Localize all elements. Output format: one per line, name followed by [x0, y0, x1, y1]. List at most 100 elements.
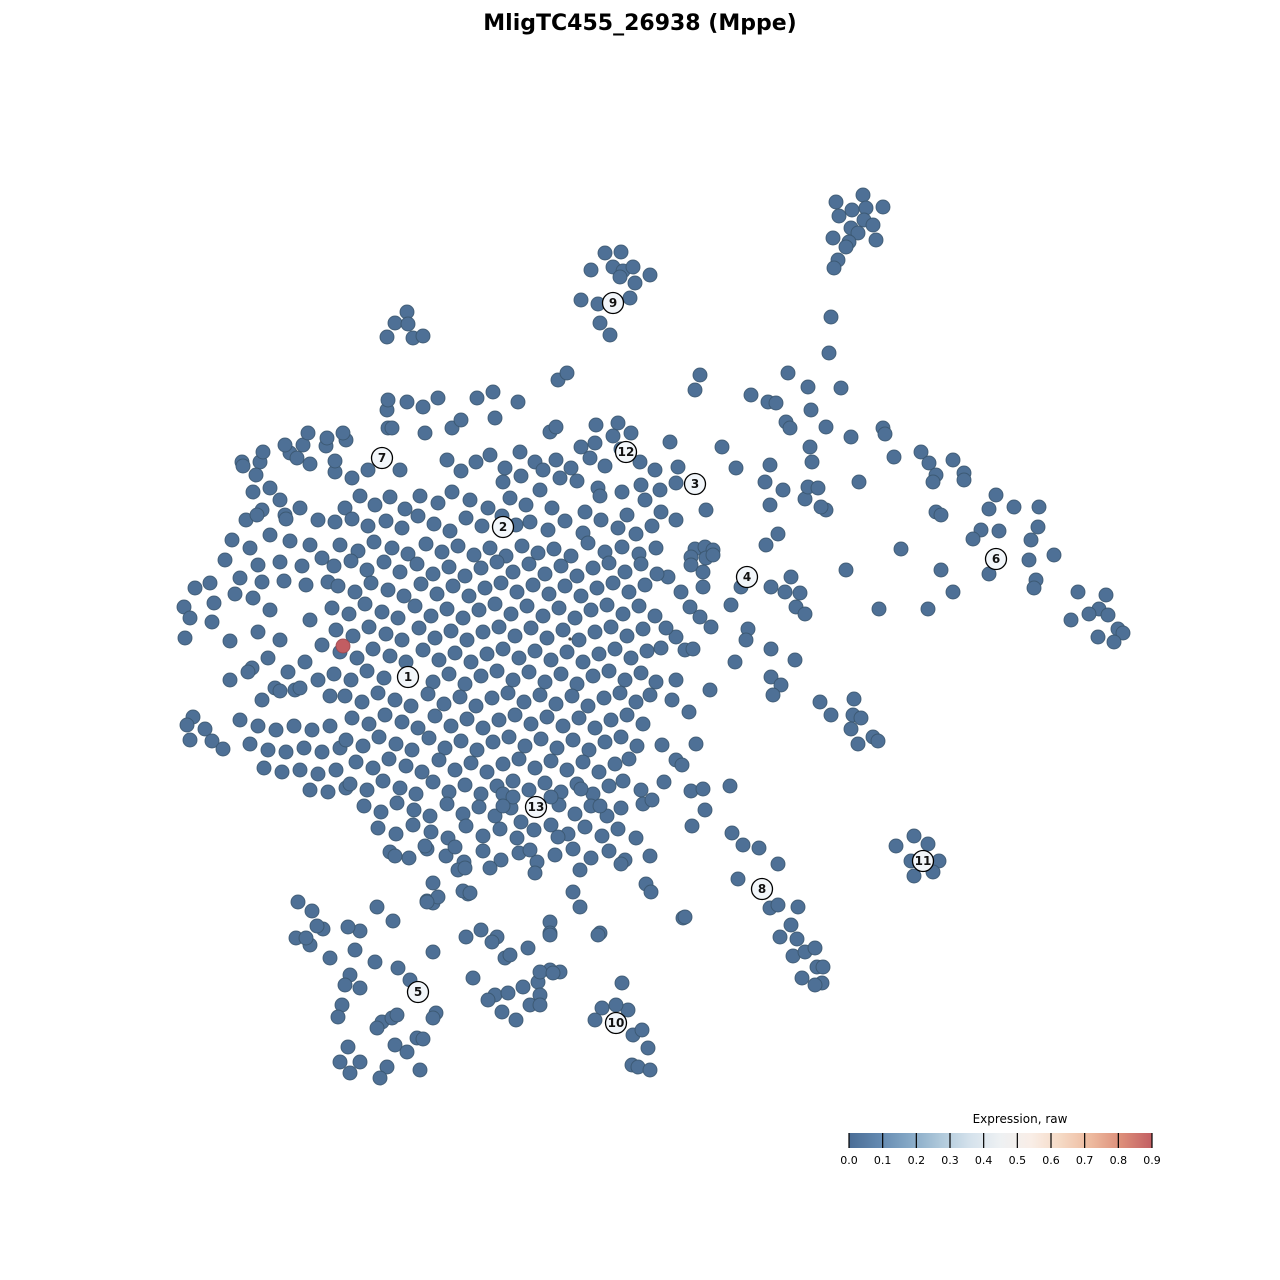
scatter-point: [452, 689, 468, 705]
scatter-point: [1023, 532, 1039, 548]
scatter-point: [639, 643, 655, 659]
scatter-point: [633, 477, 649, 493]
scatter-point: [1115, 625, 1131, 641]
legend-colorbar: [849, 1133, 1152, 1148]
scatter-point: [613, 856, 629, 872]
cluster-label-number: 2: [499, 520, 507, 534]
scatter-point: [420, 686, 436, 702]
scatter-point: [359, 663, 375, 679]
scatter-point: [539, 709, 555, 725]
scatter-point: [505, 789, 521, 805]
scatter-point: [557, 578, 573, 594]
legend-tick-label: 0.4: [975, 1154, 993, 1167]
scatter-point: [703, 619, 719, 635]
scatter-point: [429, 586, 445, 602]
legend-tick-label: 0.0: [840, 1154, 858, 1167]
scatter-point: [304, 722, 320, 738]
scatter-point: [427, 708, 443, 724]
scatter-point: [635, 621, 651, 637]
scatter-point: [387, 692, 403, 708]
scatter-point: [807, 940, 823, 956]
scatter-point: [187, 580, 203, 596]
scatter-point: [1021, 552, 1037, 568]
scatter-point: [770, 856, 786, 872]
scatter-point: [381, 751, 397, 767]
scatter-point: [613, 800, 629, 816]
scatter-point: [572, 862, 588, 878]
scatter-point: [613, 244, 629, 260]
scatter-point: [634, 1022, 650, 1038]
scatter-point: [1090, 629, 1106, 645]
scatter-point: [956, 472, 972, 488]
scatter-point: [324, 600, 340, 616]
scatter-point: [347, 584, 363, 600]
scatter-point: [399, 394, 415, 410]
scatter-point: [523, 716, 539, 732]
scatter-point: [610, 821, 626, 837]
scatter-point: [583, 850, 599, 866]
scatter-point: [494, 1004, 510, 1020]
scatter-point: [277, 437, 293, 453]
scatter-point: [340, 1039, 356, 1055]
scatter-point: [344, 511, 360, 527]
scatter-point: [591, 646, 607, 662]
scatter-point: [654, 737, 670, 753]
scatter-point: [365, 641, 381, 657]
scatter-point: [695, 579, 711, 595]
scatter-point: [535, 608, 551, 624]
scatter-point: [535, 462, 551, 478]
scatter-point: [642, 848, 658, 864]
scatter-point: [340, 919, 356, 935]
scatter-point: [592, 315, 608, 331]
scatter-point: [493, 575, 509, 591]
scatter-point: [590, 927, 606, 943]
scatter-point: [789, 931, 805, 947]
scatter-point: [587, 1012, 603, 1028]
scatter-point: [621, 584, 637, 600]
scatter-point: [575, 654, 591, 670]
scatter-point: [394, 520, 410, 536]
scatter-point: [262, 602, 278, 618]
scatter-point: [349, 650, 365, 666]
scatter-point: [399, 1044, 415, 1060]
cluster-label-number: 6: [992, 552, 1000, 566]
scatter-point: [585, 560, 601, 576]
scatter-point: [614, 975, 630, 991]
scatter-point: [1100, 607, 1116, 623]
scatter-point: [527, 760, 543, 776]
scatter-point: [342, 1065, 358, 1081]
scatter-point: [330, 578, 346, 594]
scatter-point: [425, 944, 441, 960]
scatter-point: [355, 738, 371, 754]
scatter-point: [322, 950, 338, 966]
scatter-point: [557, 513, 573, 529]
scatter-point: [495, 798, 511, 814]
scatter-point: [274, 764, 290, 780]
cluster-label: 1: [396, 665, 420, 689]
scatter-point: [453, 463, 469, 479]
scatter-point: [487, 596, 503, 612]
scatter-point: [389, 795, 405, 811]
scatter-point: [559, 644, 575, 660]
scatter-point: [403, 698, 419, 714]
scatter-point: [450, 538, 466, 554]
scatter-point: [573, 292, 589, 308]
scatter-point: [360, 518, 376, 534]
legend: Expression, raw 0.0 0.1 0.2 0.3 0.4 0.5 0.6 0.7…: [840, 1112, 1161, 1167]
scatter-point: [371, 729, 387, 745]
scatter-point: [337, 500, 353, 516]
scatter-point: [743, 387, 759, 403]
scatter-point: [522, 514, 538, 530]
scatter-point: [643, 884, 659, 900]
scatter-point: [516, 694, 532, 710]
cluster-label-circle: [491, 515, 515, 539]
scatter-point: [668, 512, 684, 528]
scatter-point: [658, 620, 674, 636]
scatter-point: [387, 848, 403, 864]
scatter-point: [644, 792, 660, 808]
scatter-point: [319, 430, 335, 446]
scatter-point: [637, 577, 653, 593]
scatter-point: [551, 600, 567, 616]
